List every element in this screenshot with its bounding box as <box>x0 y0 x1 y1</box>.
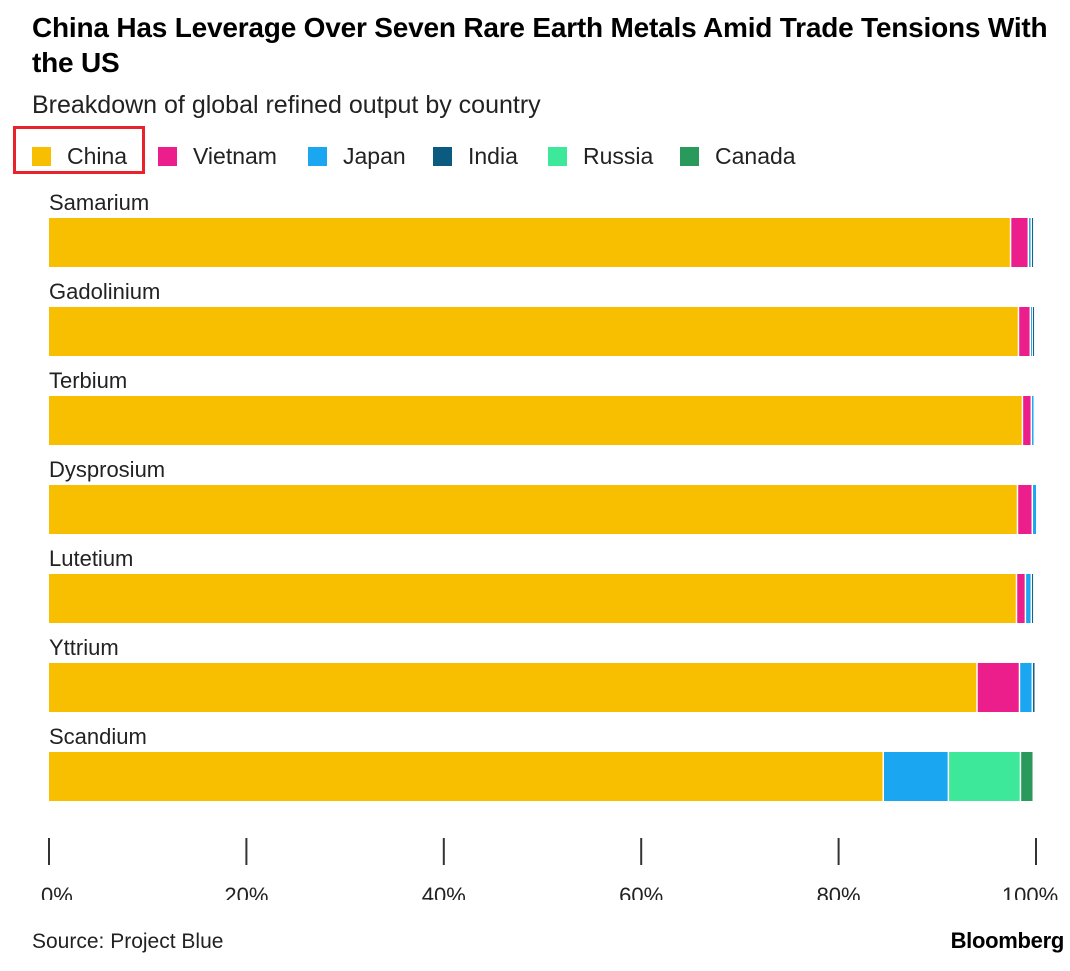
legend-item-russia: Russia <box>548 136 653 176</box>
category-label-terbium: Terbium <box>49 368 127 393</box>
legend-swatch-japan <box>308 146 327 166</box>
legend-label-india: India <box>468 142 518 169</box>
category-label-gadolinium: Gadolinium <box>49 279 160 304</box>
legend-item-india: India <box>433 136 518 176</box>
bar-segment-samarium-japan <box>1029 218 1031 267</box>
bloomberg-logo: Bloomberg <box>950 928 1065 953</box>
bar-segment-terbium-vietnam <box>1023 396 1031 445</box>
legend-item-japan: Japan <box>308 136 406 176</box>
stacked-bar-chart: Samarium Gadolinium Terbium Dysprosium Lutet… <box>41 190 1058 900</box>
category-label-scandium: Scandium <box>49 724 147 749</box>
legend-item-china: China <box>32 136 127 176</box>
bar-segment-samarium-india <box>1032 218 1034 267</box>
bar-segment-gadolinium-china <box>49 307 1018 356</box>
category-label-samarium: Samarium <box>49 190 149 215</box>
china-highlight-box <box>13 126 145 174</box>
bar-segment-yttrium-japan <box>1020 663 1032 712</box>
bar-segment-lutetium-india <box>1032 574 1034 623</box>
legend-swatch-canada <box>680 146 699 166</box>
bar-segment-lutetium-china <box>49 574 1016 623</box>
category-label-lutetium: Lutetium <box>49 546 133 571</box>
bar-segment-gadolinium-vietnam <box>1019 307 1030 356</box>
bar-segment-scandium-japan <box>884 752 948 801</box>
x-tick-label: 20% <box>224 883 268 900</box>
category-label-dysprosium: Dysprosium <box>49 457 165 482</box>
legend-label-russia: Russia <box>583 142 654 169</box>
legend-item-canada: Canada <box>680 136 796 176</box>
bar-segment-lutetium-japan <box>1026 574 1031 623</box>
x-tick-label: 100% <box>1002 883 1058 900</box>
source-note: Source: Project Blue <box>32 930 224 953</box>
legend-item-vietnam: Vietnam <box>158 136 277 176</box>
x-tick-label: 0% <box>41 883 73 900</box>
legend: China Vietnam Japan India Russia Canada <box>0 136 1070 176</box>
bar-segment-yttrium-vietnam <box>977 663 1019 712</box>
bar-segment-lutetium-vietnam <box>1017 574 1025 623</box>
x-tick-label: 80% <box>817 883 861 900</box>
bar-segment-yttrium-china <box>49 663 977 712</box>
legend-label-japan: Japan <box>343 142 406 169</box>
bar-segment-dysprosium-vietnam <box>1018 485 1032 534</box>
bar-segment-terbium-japan <box>1032 396 1034 445</box>
bar-segment-scandium-canada <box>1021 752 1033 801</box>
bar-segment-samarium-china <box>49 218 1010 267</box>
x-tick-label: 40% <box>422 883 466 900</box>
chart-subtitle: Breakdown of global refined output by co… <box>32 91 541 119</box>
bar-segment-dysprosium-china <box>49 485 1017 534</box>
bar-segment-yttrium-india <box>1033 663 1035 712</box>
bar-segment-terbium-china <box>49 396 1022 445</box>
legend-swatch-vietnam <box>158 146 177 166</box>
bar-segment-dysprosium-japan <box>1033 485 1036 534</box>
bar-segment-gadolinium-india <box>1033 307 1035 356</box>
bar-segment-scandium-china <box>49 752 883 801</box>
category-label-yttrium: Yttrium <box>49 635 119 660</box>
legend-label-canada: Canada <box>715 142 796 169</box>
legend-swatch-russia <box>548 146 567 166</box>
legend-swatch-china <box>32 146 51 166</box>
chart-title: China Has Leverage Over Seven Rare Earth… <box>32 12 1048 78</box>
legend-label-vietnam: Vietnam <box>193 142 277 169</box>
x-tick-label: 60% <box>619 883 663 900</box>
legend-swatch-india <box>433 146 452 166</box>
bar-segment-scandium-russia <box>949 752 1020 801</box>
bar-segment-samarium-vietnam <box>1011 218 1028 267</box>
legend-label-china: China <box>67 142 128 169</box>
bar-segment-gadolinium-japan <box>1031 307 1033 356</box>
